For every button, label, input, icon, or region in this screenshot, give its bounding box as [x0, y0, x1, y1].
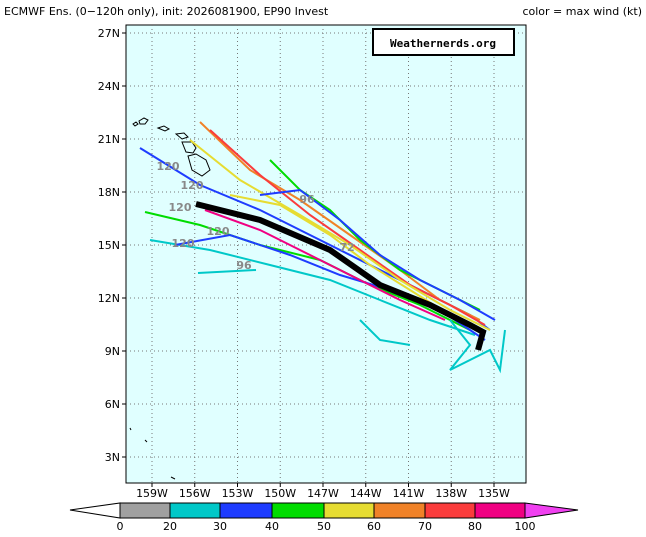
lat-label: 9N [105, 345, 120, 358]
colorbar-label: 70 [418, 520, 432, 533]
lat-label: 21N [98, 133, 120, 146]
colorbar-segment [524, 502, 579, 519]
track-hour-label: 96 [299, 193, 315, 206]
lat-label: 24N [98, 80, 120, 93]
colorbar-segment [373, 502, 426, 519]
lon-label: 141W [393, 487, 425, 500]
colorbar-segment [474, 502, 526, 519]
track-hour-label: 120 [157, 160, 180, 173]
colorbar-segment [69, 502, 121, 519]
track-hour-label: 120 [181, 179, 204, 192]
track-hour-label: 96 [236, 259, 252, 272]
ensemble-mean-track [195, 201, 487, 351]
lon-label: 150W [264, 487, 296, 500]
lat-label: 27N [98, 27, 120, 40]
lon-label: 147W [307, 487, 339, 500]
map-frame [125, 24, 527, 484]
title: ECMWF Ens. (0−120h only), init: 20260819… [4, 5, 329, 18]
lon-label: 144W [350, 487, 382, 500]
colorbar-segment [119, 502, 171, 519]
colorbar-label: 60 [367, 520, 381, 533]
coastlines [129, 117, 211, 480]
colorbar-label: 100 [515, 520, 536, 533]
colorbar-label: 40 [265, 520, 279, 533]
lon-label: 159W [136, 487, 168, 500]
colorbar-segment [169, 502, 221, 519]
colorbar-label: 20 [163, 520, 177, 533]
colorbar-segment [323, 502, 375, 519]
lon-label: 156W [179, 487, 211, 500]
colorbar-segment [271, 502, 325, 519]
track-hour-label: 120 [172, 237, 195, 250]
colorbar-segment [424, 502, 476, 519]
watermark: Weathernerds.org [390, 37, 496, 50]
lat-label: 3N [105, 451, 120, 464]
colorbar-segment [219, 502, 273, 519]
colorbar-label: 80 [468, 520, 482, 533]
track-hour-label: 72 [339, 241, 354, 254]
track-hour-label: 120 [169, 201, 192, 214]
lat-label: 15N [98, 239, 120, 252]
colorbar-label: 50 [317, 520, 331, 533]
lat-label: 12N [98, 292, 120, 305]
lon-label: 153W [222, 487, 254, 500]
lon-label: 135W [478, 487, 510, 500]
track-hour-label: 120 [207, 225, 230, 238]
lon-label: 138W [435, 487, 467, 500]
legend-note: color = max wind (kt) [522, 5, 642, 18]
lat-label: 6N [105, 398, 120, 411]
lat-label: 18N [98, 186, 120, 199]
watermark-box [372, 28, 515, 56]
colorbar-label: 0 [117, 520, 124, 533]
colorbar-label: 30 [213, 520, 227, 533]
ensemble-tracks [139, 121, 506, 374]
